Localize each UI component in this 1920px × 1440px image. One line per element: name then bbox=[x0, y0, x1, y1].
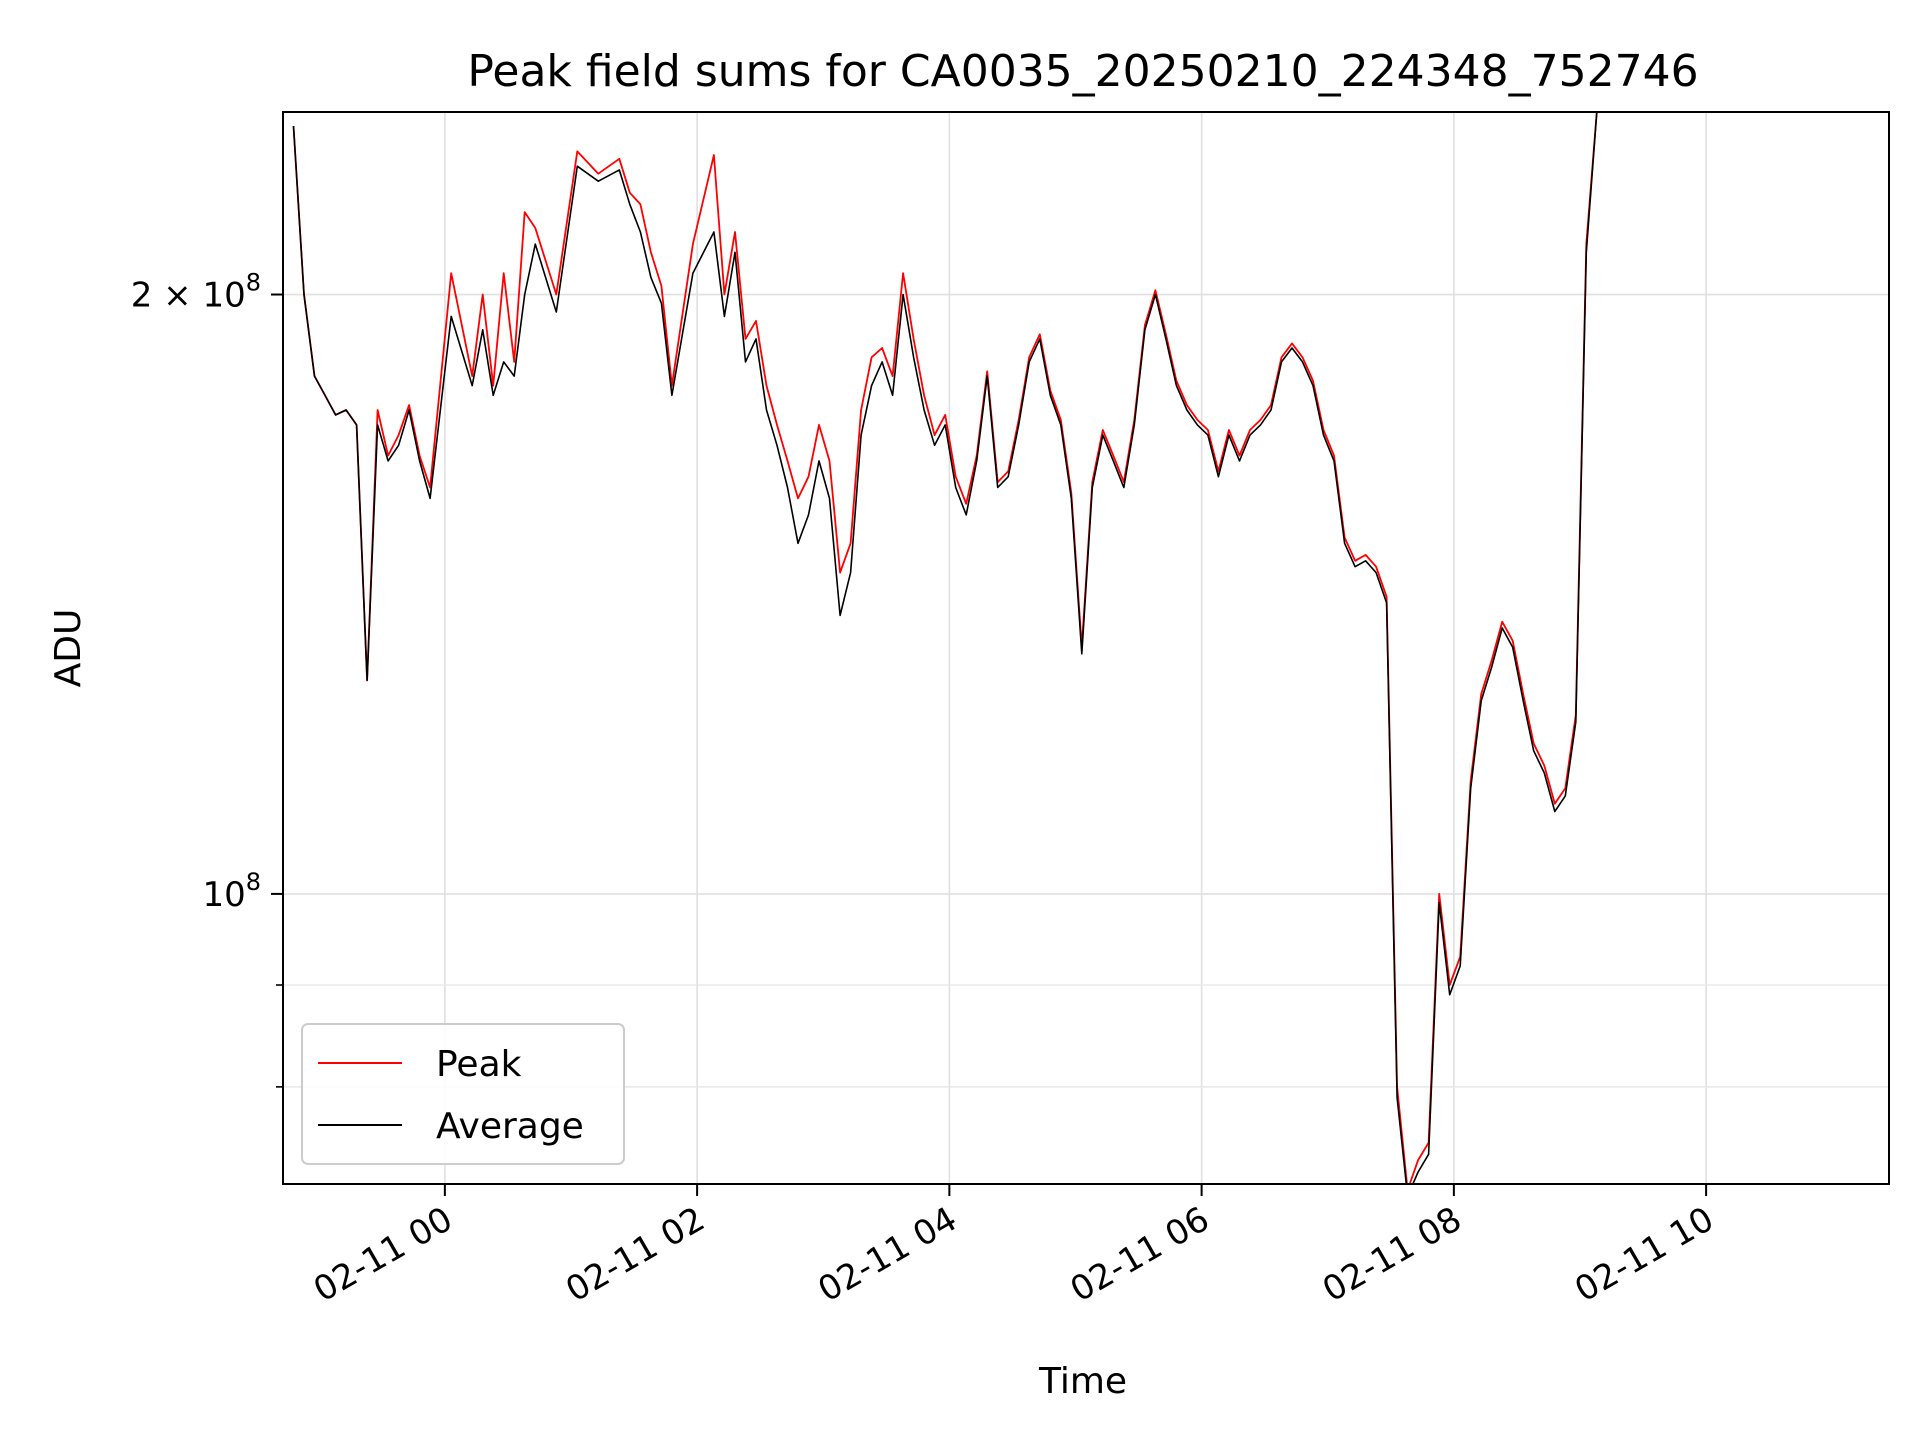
legend-label-peak: Peak bbox=[436, 1044, 522, 1085]
chart-title: Peak field sums for CA0035_20250210_2243… bbox=[467, 46, 1698, 97]
plot-frame bbox=[282, 111, 1890, 1185]
x-axis-label: Time bbox=[1038, 1361, 1127, 1402]
y-tick-label: 2 × 108 bbox=[131, 269, 261, 316]
series-layer bbox=[292, 112, 1598, 1184]
y-tick-label: 108 bbox=[202, 868, 261, 915]
series-line-average bbox=[292, 112, 1598, 1184]
y-axis-label: ADU bbox=[48, 609, 89, 688]
legend-label-average: Average bbox=[436, 1106, 584, 1147]
grid-layer bbox=[283, 112, 1889, 1184]
legend: Peak Average bbox=[301, 1023, 625, 1165]
legend-box bbox=[301, 1023, 625, 1165]
